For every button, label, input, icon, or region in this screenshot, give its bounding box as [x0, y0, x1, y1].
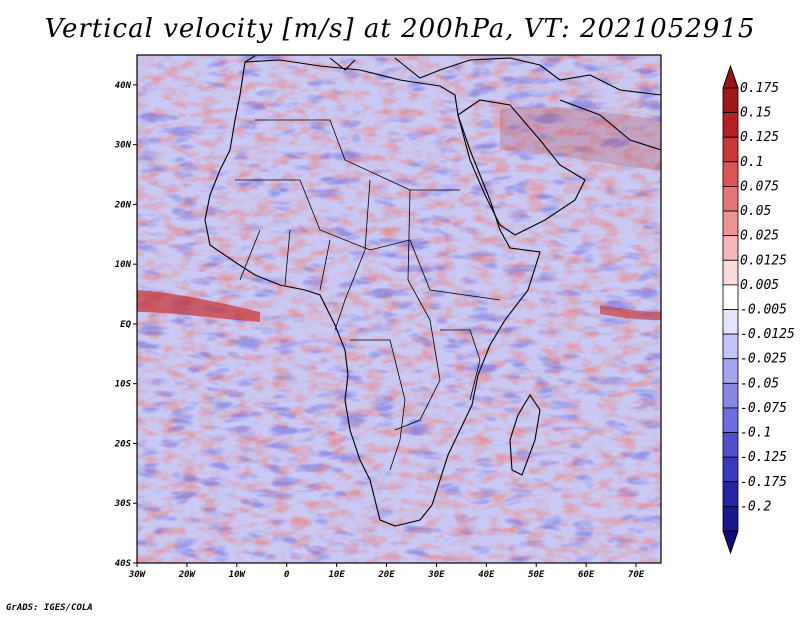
- lon-tick-label: 20E: [377, 570, 395, 580]
- lon-tick-label: 0: [284, 570, 290, 580]
- colorbar-label: -0.1: [740, 426, 771, 441]
- colorbar-swatch: [722, 481, 739, 507]
- latitude-axis: 40N 30N 20N 10N EQ 10S 20S 30S 40S: [114, 81, 137, 569]
- lat-tick-label: 40S: [115, 559, 132, 569]
- colorbar-swatch: [722, 136, 739, 163]
- lat-tick-label: EQ: [120, 320, 131, 330]
- colorbar-swatch: [722, 432, 739, 458]
- lon-tick-label: 30W: [128, 570, 147, 580]
- lon-tick-label: 30E: [427, 570, 445, 580]
- longitude-axis: 30W 20W 10W 0 10E 20E 30E 40E 50E 60E 70E: [128, 563, 645, 580]
- colorbar-label: 0.025: [740, 229, 779, 244]
- velocity-field: [137, 55, 661, 563]
- lat-tick-label: 10S: [115, 380, 132, 390]
- colorbar-swatch: [722, 210, 739, 237]
- lat-tick-label: 30N: [114, 141, 132, 151]
- colorbar-label: -0.005: [740, 303, 787, 318]
- colorbar-swatch: [722, 87, 739, 114]
- footer-credit: GrADS: IGES/COLA: [6, 603, 93, 613]
- lat-tick-label: 20N: [114, 200, 132, 210]
- colorbar-label: 0.075: [740, 179, 779, 194]
- colorbar-swatch: [722, 284, 739, 310]
- colorbar-label: -0.175: [740, 475, 787, 490]
- lon-tick-label: 50E: [528, 570, 545, 580]
- colorbar-label: -0.075: [740, 401, 787, 416]
- colorbar-swatch: [722, 456, 739, 483]
- colorbar-label: 0.005: [740, 278, 779, 293]
- colorbar-swatch: [722, 309, 739, 335]
- lat-tick-label: 10N: [115, 260, 132, 270]
- colorbar-swatch: [722, 259, 739, 286]
- chart-title: Vertical velocity [m/s] at 200hPa, VT: 2…: [44, 14, 756, 44]
- colorbar-label: -0.05: [740, 376, 779, 391]
- lat-tick-label: 30S: [114, 499, 132, 509]
- colorbar-label: -0.2: [740, 499, 771, 514]
- colorbar-label: 0.125: [740, 130, 779, 145]
- lat-tick-label: 40N: [115, 81, 132, 91]
- coastlines: [204, 55, 661, 527]
- colorbar-label: 0.175: [740, 81, 779, 96]
- colorbar-bottom-arrow: [722, 530, 739, 555]
- colorbar-swatch: [722, 505, 739, 532]
- colorbar-swatch: [722, 382, 739, 409]
- colorbar-swatch: [722, 235, 739, 261]
- colorbar-label: 0.1: [740, 155, 763, 170]
- colorbar-label: 0.15: [740, 106, 771, 121]
- colorbar-label: -0.0125: [740, 327, 795, 342]
- colorbar: 0.175 0.15 0.125 0.1 0.075 0.05 0.025 0.0125 0.0…: [722, 64, 795, 555]
- colorbar-label: -0.025: [740, 352, 787, 367]
- colorbar-label: 0.05: [740, 204, 771, 219]
- colorbar-swatch: [722, 407, 739, 433]
- plot-frame: [136, 54, 662, 564]
- colorbar-label: 0.0125: [740, 253, 787, 268]
- lon-tick-label: 10E: [328, 570, 345, 580]
- colorbar-label: -0.125: [740, 450, 787, 465]
- colorbar-top-arrow: [722, 64, 739, 89]
- lon-tick-label: 70E: [628, 570, 645, 580]
- colorbar-swatch: [722, 161, 739, 187]
- lon-tick-label: 20W: [178, 570, 197, 580]
- lon-tick-label: 40E: [478, 570, 495, 580]
- colorbar-swatch: [722, 186, 739, 212]
- lat-tick-label: 20S: [114, 439, 132, 449]
- colorbar-swatch: [722, 358, 739, 384]
- lon-tick-label: 60E: [578, 570, 595, 580]
- colorbar-swatch: [722, 333, 739, 360]
- lon-tick-label: 10W: [229, 570, 247, 580]
- colorbar-swatch: [722, 112, 739, 138]
